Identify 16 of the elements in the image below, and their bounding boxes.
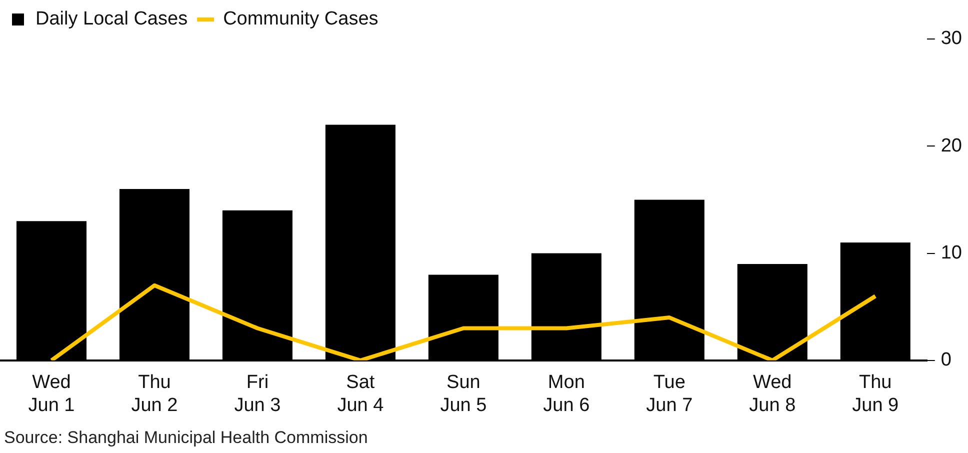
y-tick-label: 20 (940, 135, 962, 156)
legend-label: Daily Local Cases (36, 8, 188, 30)
source-note: Source: Shanghai Municipal Health Commission (4, 428, 368, 448)
x-tick-label: Sun Jun 5 (440, 372, 487, 416)
x-tick-label: Thu Jun 9 (852, 372, 899, 416)
x-tick-label: Tue Jun 7 (646, 372, 693, 416)
y-tick-label: 10 (940, 242, 962, 264)
y-tick-label: 30 (940, 28, 962, 50)
x-tick-label: Sat Jun 4 (337, 372, 384, 416)
x-tick-label: Fri Jun 3 (234, 372, 281, 416)
y-tick-label: 0 (940, 350, 952, 371)
x-tick-label: Wed Jun 8 (749, 372, 796, 416)
x-tick-label: Wed Jun 1 (28, 372, 75, 416)
legend-label: Community Cases (223, 8, 378, 30)
x-tick-label: Thu Jun 2 (131, 372, 178, 416)
x-tick-label: Mon Jun 6 (543, 372, 590, 416)
